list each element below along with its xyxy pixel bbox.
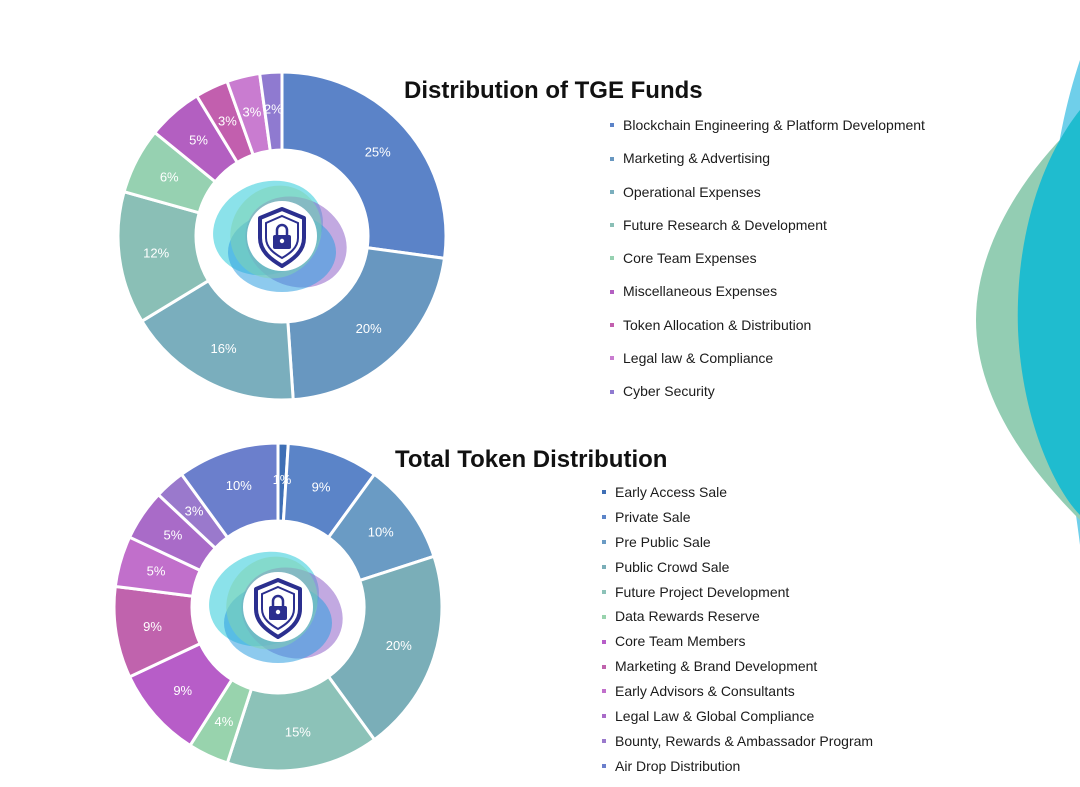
token-legend-label: Private Sale: [615, 508, 691, 525]
tge-legend-item: Legal law & Compliance: [610, 349, 925, 382]
token-slice-label-future-project-development: 15%: [285, 724, 311, 739]
token-legend-label: Future Project Development: [615, 583, 790, 600]
tge-slice-label-blockchain-engineering-and-platform-development: 25%: [365, 145, 391, 160]
tge-legend-item: Marketing & Advertising: [610, 149, 925, 182]
token-legend-label: Public Crowd Sale: [615, 558, 730, 575]
token-legend-item: Bounty, Rewards & Ambassador Program: [602, 732, 873, 757]
token-distribution-donut-chart: 1% 9%10%20%15%4%9%9%5%5%3%10%: [112, 441, 444, 773]
token-distribution-legend: Early Access Sale Private Sale Pre Public …: [602, 483, 873, 782]
tge-legend-label: Future Research & Development: [623, 216, 827, 233]
tge-legend-label: Marketing & Advertising: [623, 150, 771, 167]
token-legend-swatch: [602, 764, 606, 769]
token-legend-item: Air Drop Distribution: [602, 757, 873, 782]
token-legend-item: Early Access Sale: [602, 483, 873, 508]
token-legend-swatch: [602, 614, 606, 619]
tge-slice-label-operational-expenses: 16%: [211, 341, 237, 356]
token-legend-label: Core Team Members: [615, 633, 746, 650]
token-distribution-chart-title: Total Token Distribution: [395, 446, 668, 473]
token-legend-label: Air Drop Distribution: [615, 757, 741, 774]
tge-slice-label-future-research-and-development: 12%: [143, 245, 169, 260]
tge-legend-item: Cyber Security: [610, 382, 925, 415]
tge-legend-swatch: [610, 323, 614, 328]
token-legend-item: Public Crowd Sale: [602, 558, 873, 583]
token-slice-label-public-crowd-sale: 20%: [386, 638, 412, 653]
tge-legend-swatch: [610, 389, 614, 394]
token-legend-swatch: [602, 664, 606, 669]
token-slice-label-early-advisors-and-consultants: 5%: [147, 564, 166, 579]
tge-legend-item: Core Team Expenses: [610, 249, 925, 282]
tge-legend-label: Miscellaneous Expenses: [623, 283, 778, 300]
token-legend-label: Legal Law & Global Compliance: [615, 708, 815, 725]
shield-lock-icon: [254, 578, 302, 639]
tge-slice-label-cyber-security: 2%: [264, 101, 283, 116]
token-slice-label-bounty-rewards-and-ambassador-program: 3%: [185, 504, 204, 519]
tge-slice-label-marketing-and-advertising: 20%: [356, 321, 382, 336]
token-legend-swatch: [602, 714, 606, 719]
token-legend-swatch: [602, 490, 606, 495]
tge-legend-label: Operational Expenses: [623, 183, 761, 200]
token-legend-item: Data Rewards Reserve: [602, 607, 873, 632]
tge-funds-chart-title: Distribution of TGE Funds: [404, 77, 703, 104]
token-legend-label: Bounty, Rewards & Ambassador Program: [615, 732, 874, 749]
wave-shape-teal: [1017, 110, 1080, 515]
tge-legend-item: Operational Expenses: [610, 183, 925, 216]
token-legend-item: Marketing & Brand Development: [602, 657, 873, 682]
token-legend-swatch: [602, 540, 606, 545]
tge-legend-swatch: [610, 156, 614, 161]
tge-legend-swatch: [610, 189, 614, 194]
token-legend-label: Data Rewards Reserve: [615, 608, 760, 625]
token-legend-swatch: [602, 589, 606, 594]
token-legend-swatch: [602, 515, 606, 520]
tge-funds-donut-chart: 25%20%16%12%6%5%3%3% 2%: [116, 70, 448, 402]
token-legend-swatch: [602, 739, 606, 744]
token-slice-label-legal-law-and-global-compliance: 5%: [164, 528, 183, 543]
tge-legend-swatch: [610, 289, 614, 294]
token-legend-item: Private Sale: [602, 508, 873, 533]
token-legend-item: Legal Law & Global Compliance: [602, 707, 873, 732]
token-legend-item: Early Advisors & Consultants: [602, 682, 873, 707]
token-legend-swatch: [602, 639, 606, 644]
tge-legend-label: Token Allocation & Distribution: [623, 316, 812, 333]
tge-legend-item: Miscellaneous Expenses: [610, 282, 925, 315]
token-slice-label-marketing-and-brand-development: 9%: [143, 619, 162, 634]
tge-legend-item: Blockchain Engineering & Platform Develo…: [610, 116, 925, 149]
tge-legend-swatch: [610, 256, 614, 261]
token-slice-label-data-rewards-reserve: 4%: [215, 714, 234, 729]
token-legend-label: Pre Public Sale: [615, 533, 711, 550]
tge-legend-swatch: [610, 356, 614, 361]
token-legend-label: Early Access Sale: [615, 484, 728, 500]
tge-legend-item: Future Research & Development: [610, 216, 925, 249]
tge-legend-swatch: [610, 123, 614, 128]
token-slice-label-core-team-members: 9%: [173, 683, 192, 698]
shield-lock-icon: [258, 207, 306, 268]
token-slice-label-air-drop-distribution: 10%: [226, 478, 252, 493]
tge-slice-label-core-team-expenses: 6%: [160, 170, 179, 185]
tge-legend-label: Blockchain Engineering & Platform Develo…: [623, 117, 925, 133]
token-legend-label: Marketing & Brand Development: [615, 658, 818, 675]
tge-legend-item: Token Allocation & Distribution: [610, 316, 925, 349]
token-legend-label: Early Advisors & Consultants: [615, 683, 795, 700]
token-slice-label-early-access-sale: 1%: [273, 472, 292, 487]
token-legend-swatch: [602, 689, 606, 694]
token-slice-label-pre-public-sale: 10%: [368, 524, 394, 539]
tge-legend-label: Cyber Security: [623, 383, 715, 400]
token-legend-item: Pre Public Sale: [602, 533, 873, 558]
token-legend-swatch: [602, 564, 606, 569]
token-legend-item: Future Project Development: [602, 583, 873, 608]
tge-slice-label-token-allocation-and-distribution: 3%: [218, 113, 237, 128]
token-slice-label-private-sale: 9%: [312, 480, 331, 495]
tge-slice-label-legal-law-and-compliance: 3%: [243, 105, 262, 120]
tge-legend-swatch: [610, 223, 614, 228]
token-legend-item: Core Team Members: [602, 632, 873, 657]
tge-funds-legend: Blockchain Engineering & Platform Develo…: [610, 116, 925, 416]
tge-slice-label-miscellaneous-expenses: 5%: [189, 132, 208, 147]
tge-legend-label: Core Team Expenses: [623, 250, 757, 267]
tge-legend-label: Legal law & Compliance: [623, 350, 774, 367]
